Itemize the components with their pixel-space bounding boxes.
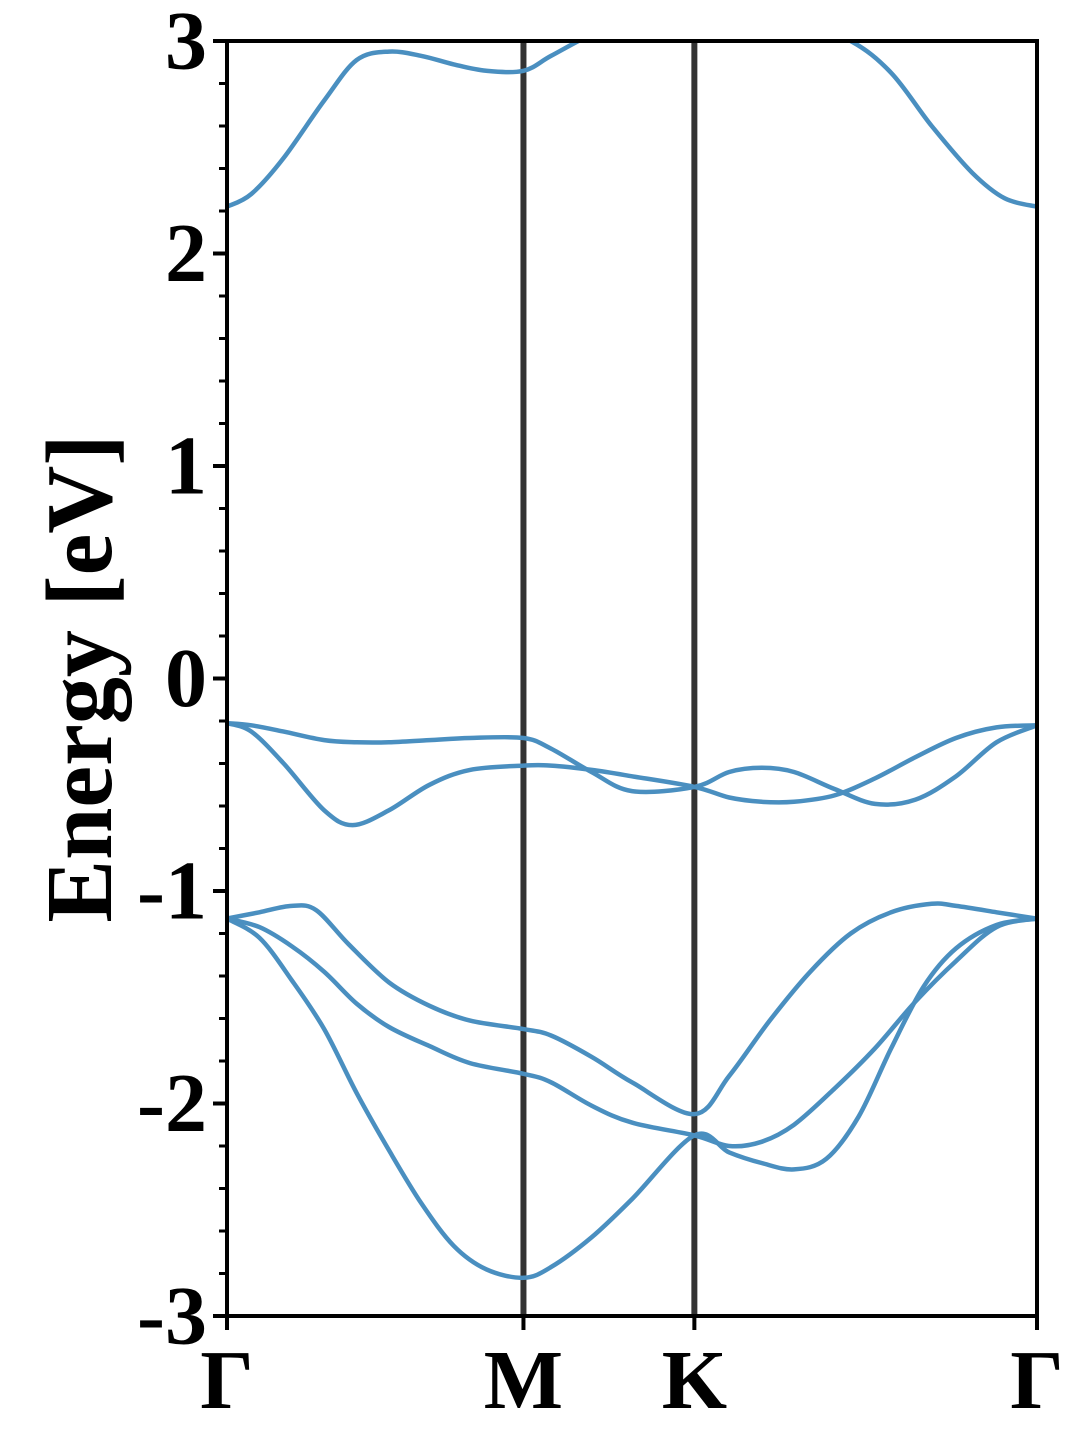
y-axis-ticks: -3 -2 -1 0 1 2 3 xyxy=(137,0,227,1363)
y-axis-label: Energy [eV] xyxy=(28,434,132,922)
y-tick-label: 2 xyxy=(165,207,207,300)
y-tick-label: 0 xyxy=(165,632,207,725)
x-tick-label: K xyxy=(662,1334,727,1427)
y-tick-label: -3 xyxy=(137,1270,207,1363)
x-tick-label: Γ xyxy=(1010,1334,1063,1427)
band-line-4 xyxy=(227,901,1037,1117)
band-line-1 xyxy=(227,41,1037,209)
band-series xyxy=(227,41,1037,1281)
y-tick-label: -2 xyxy=(137,1057,207,1150)
y-tick-label: -1 xyxy=(137,845,207,938)
y-tick-label: 3 xyxy=(165,0,207,88)
high-symmetry-lines xyxy=(520,41,698,1316)
x-tick-label: M xyxy=(484,1334,563,1427)
x-tick-label: Γ xyxy=(200,1334,253,1427)
y-tick-label: 1 xyxy=(165,420,207,513)
band-line-3 xyxy=(227,720,1037,828)
band-line-6 xyxy=(227,916,1037,1281)
band-line-5 xyxy=(227,916,1037,1149)
band-line-2 xyxy=(227,720,1037,807)
